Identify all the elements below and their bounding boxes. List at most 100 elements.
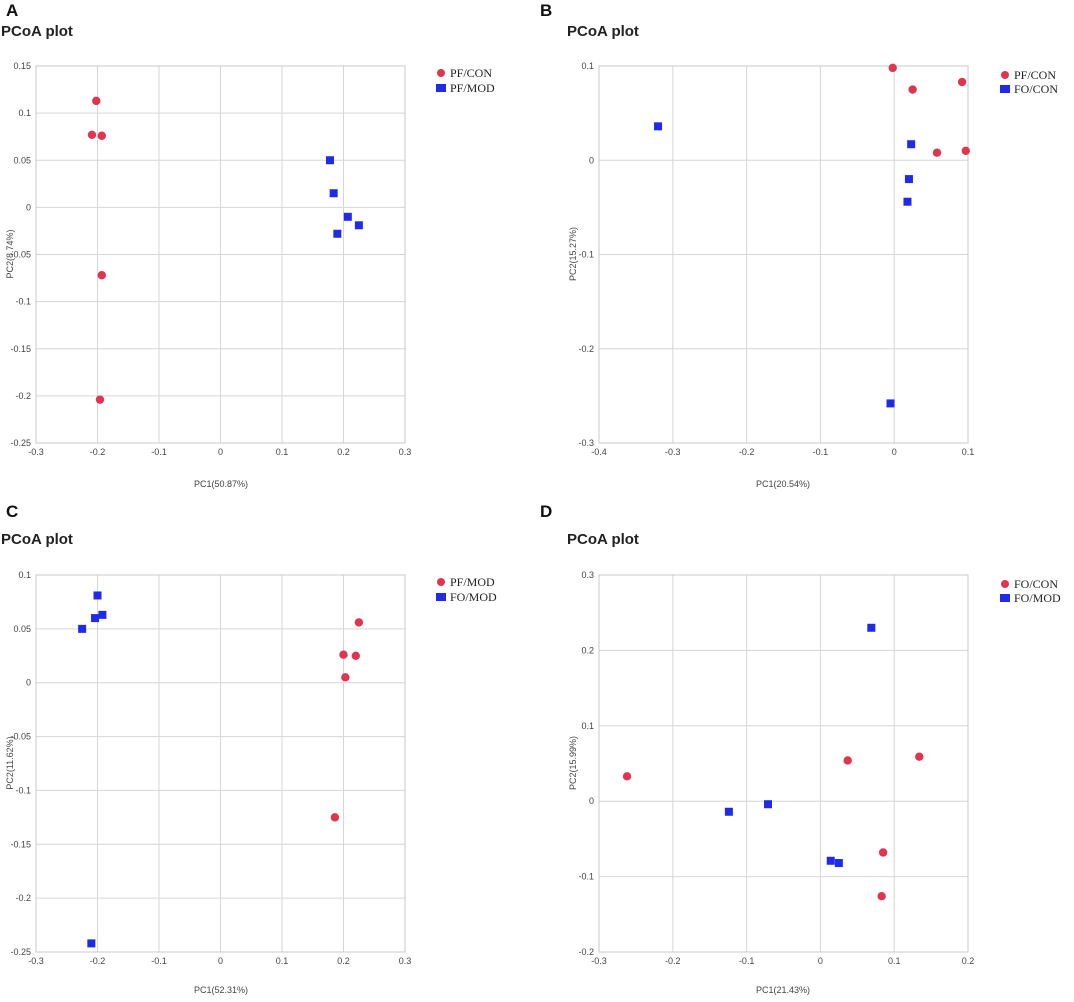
panel-d-y-tick-label: -0.2 [578, 947, 594, 957]
panel-c-chart: C PCoA plot -0.3 -0.2 -0.1 0 0.1 0.2 0.3 0.1 0.0… [1, 502, 497, 995]
panel-a-x-tick-label: 0.3 [399, 447, 412, 457]
panel-b-legend-label-fo-con: FO/CON [1014, 82, 1058, 96]
panel-d-legend-label-fo-mod: FO/MOD [1014, 591, 1061, 605]
panel-d-point-fo-mod [834, 859, 843, 868]
panel-c-point-pf-mod [330, 813, 340, 822]
panel-d-y-tick-label: 0.1 [581, 721, 594, 731]
panel-a-point-pf-mod [354, 221, 363, 230]
panel-c-x-tick-label: -0.2 [90, 956, 106, 966]
panel-b-plot-area [598, 65, 969, 444]
panel-c-x-tick-label: 0.2 [337, 956, 350, 966]
panel-b-x-tick-label: -0.4 [591, 447, 607, 457]
panel-d-point-fo-con [877, 892, 886, 901]
panel-b-y-tick-label: 0 [589, 155, 594, 165]
panel-d-point-fo-con [915, 752, 924, 761]
panel-a-y-tick-label: -0.1 [15, 297, 31, 307]
panel-c-x-tick-label: 0 [218, 956, 223, 966]
panel-b-point-fo-con [907, 140, 916, 149]
panel-b-x-tick-label: -0.2 [739, 447, 755, 457]
panel-b-x-tick-label: -0.1 [813, 447, 829, 457]
panel-c-point-fo-mod [93, 591, 102, 600]
panel-b-point-pf-con [888, 63, 897, 73]
panel-a-legend-label-pf-mod: PF/MOD [450, 81, 495, 95]
panel-a-y-tick-label: 0.05 [13, 155, 31, 165]
panel-c-y-tick-label: 0 [26, 678, 31, 688]
panel-d-legend-square-marker [1000, 594, 1010, 602]
panel-d-legend-circle-marker [1001, 580, 1009, 588]
panel-a-point-pf-mod [325, 156, 334, 165]
panel-b: B PCoA plot -0.4 -0.3 -0.2 -0.1 0 0.1 0.1 0 -0.1… [537, 0, 1074, 501]
panel-b-point-pf-con [961, 146, 970, 156]
panel-a-y-tick-label: 0.15 [13, 61, 31, 71]
panel-b-point-pf-con [908, 85, 917, 94]
panel-a-letter: A [6, 1, 18, 20]
panel-a-y-tick-label: -0.25 [10, 438, 31, 448]
panel-d-legend-label-fo-con: FO/CON [1014, 577, 1058, 591]
panel-a-point-pf-con [97, 131, 107, 140]
panel-b-legend-square-marker [1000, 85, 1010, 93]
panel-a-legend-square-marker [436, 84, 446, 92]
panel-d-letter: D [540, 502, 552, 521]
panel-b-x-tick-label: 0.1 [962, 447, 975, 457]
panel-b-x-tick-label: -0.3 [665, 447, 681, 457]
panel-d-point-fo-con [878, 848, 888, 857]
panel-a-point-pf-mod [329, 189, 338, 198]
panel-c-x-tick-label: 0.1 [276, 956, 289, 966]
panel-c-legend-square-marker [436, 593, 446, 601]
panel-c-point-pf-mod [339, 650, 348, 659]
panel-c-x-tick-label: 0.3 [399, 956, 412, 966]
panel-d-x-tick-label: -0.3 [591, 956, 607, 966]
panel-d-x-tick-label: -0.2 [665, 956, 681, 966]
panel-d-x-tick-label: 0.1 [888, 956, 901, 966]
panel-b-letter: B [540, 1, 552, 20]
panel-a-legend-label-pf-con: PF/CON [450, 66, 492, 80]
panel-a-x-tick-label: -0.3 [28, 447, 44, 457]
panel-c-y-tick-label: -0.1 [15, 785, 31, 795]
panel-a-x-axis-label: PC1(50.87%) [194, 479, 248, 489]
panel-c-y-tick-label: 0.05 [13, 624, 31, 634]
panel-d: D PCoA plot -0.3 -0.2 -0.1 0 0.1 0.2 0.3 0.2 0.1… [537, 501, 1074, 1002]
panel-d-point-fo-con [622, 772, 632, 781]
panel-b-point-fo-con [903, 197, 912, 206]
panel-d-y-tick-label: -0.1 [578, 872, 594, 882]
panel-b-point-pf-con [932, 148, 942, 157]
panel-a-y-tick-label: 0 [26, 202, 31, 212]
panel-c: C PCoA plot -0.3 -0.2 -0.1 0 0.1 0.2 0.3 0.1 0.0… [0, 501, 537, 1002]
panel-d-y-axis-label: PC2(15.99%) [568, 736, 578, 790]
panel-c-y-tick-label: 0.1 [18, 570, 31, 580]
panel-a-point-pf-con [92, 96, 101, 106]
panel-c-letter: C [6, 502, 18, 521]
panel-a-plot-area [35, 65, 406, 444]
panel-a-y-tick-label: 0.1 [18, 108, 31, 118]
panel-a-point-pf-mod [343, 212, 352, 221]
panel-a-point-pf-con [97, 271, 107, 280]
panel-b-legend-label-pf-con: PF/CON [1014, 68, 1056, 82]
panel-a-y-tick-label: -0.05 [10, 250, 31, 260]
panel-a-point-pf-con [95, 395, 105, 404]
panel-a-legend-circle-marker [437, 69, 445, 77]
panel-d-plot-area [598, 574, 969, 953]
panel-a-chart: A PCoA plot -0.3 -0.2 -0.1 0 0.1 0.2 0.3 0.15 0.… [1, 1, 495, 489]
panel-a-title: PCoA plot [1, 23, 73, 40]
panel-b-x-axis-label: PC1(20.54%) [756, 479, 810, 489]
panel-b-legend-circle-marker [1001, 71, 1009, 79]
panel-c-x-tick-label: -0.1 [151, 956, 167, 966]
panel-a: A PCoA plot -0.3 -0.2 -0.1 0 0.1 0.2 0.3 0.15 0.… [0, 0, 537, 501]
panel-c-point-fo-mod [91, 614, 100, 623]
panel-b-y-axis-label: PC2(15.27%) [568, 227, 578, 281]
panel-b-point-fo-con [904, 175, 913, 184]
panel-d-point-fo-mod [724, 807, 733, 816]
panel-d-x-tick-label: 0 [818, 956, 823, 966]
panel-c-point-fo-mod [87, 939, 96, 948]
panel-a-x-tick-label: 0 [218, 447, 223, 457]
panel-c-point-pf-mod [351, 651, 360, 660]
panel-a-x-tick-label: -0.2 [90, 447, 106, 457]
panel-a-y-tick-label: -0.2 [15, 391, 31, 401]
panel-d-chart: D PCoA plot -0.3 -0.2 -0.1 0 0.1 0.20.30.20.1… [540, 502, 1061, 995]
panel-d-x-tick-label: 0.2 [962, 956, 975, 966]
panel-a-point-pf-mod [333, 229, 342, 238]
panel-c-point-pf-mod [341, 673, 350, 682]
panel-c-x-tick-label: -0.3 [28, 956, 44, 966]
panel-c-point-fo-mod [98, 610, 107, 619]
